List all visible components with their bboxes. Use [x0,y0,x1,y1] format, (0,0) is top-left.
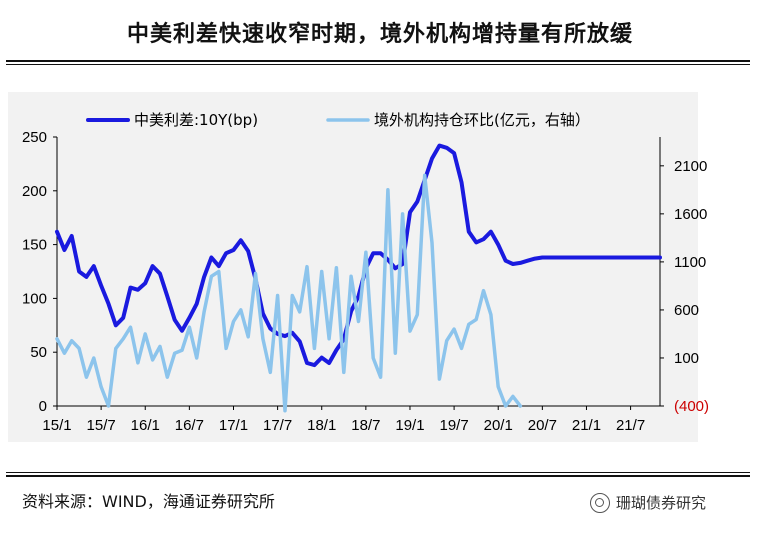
left-tick-label: 250 [22,129,47,146]
x-tick-label: 18/1 [307,417,336,434]
x-tick-label: 19/1 [395,417,424,434]
right-tick-label: 1600 [674,206,707,223]
right-tick-label: 2100 [674,158,707,175]
title-rule-thin [6,64,750,65]
footer-rule-thick [6,475,750,477]
x-tick-label: 20/7 [528,417,557,434]
legend: 中美利差:10Y(bp) 境外机构持仓环比(亿元，右轴） [86,111,590,129]
title-rule-thick [6,60,750,62]
chart-panel [8,92,698,442]
x-tick-label: 18/7 [351,417,380,434]
footer-rule-thin [6,472,750,473]
left-tick-label: 200 [22,183,47,200]
axes: 0 50 100 150 200 250 (400) 100 600 1100 1600 2100 15… [22,129,709,434]
x-tick-label: 15/7 [87,417,116,434]
left-tick-label: 50 [30,344,47,361]
right-tick-label: 100 [674,350,699,367]
x-tick-label: 15/1 [42,417,71,434]
series-line-holdings [55,173,523,413]
watermark-text: 珊瑚债券研究 [616,494,707,512]
left-tick-label: 150 [22,237,47,254]
left-tick-label: 100 [22,290,47,307]
watermark: 珊瑚债券研究 [590,492,706,513]
x-tick-label: 16/1 [131,417,160,434]
legend-label-spread: 中美利差:10Y(bp) [134,111,258,129]
x-tick-label: 21/7 [616,417,645,434]
x-tick-label: 16/7 [175,417,204,434]
source-note: 资料来源：WIND，海通证券研究所 [22,492,275,511]
right-tick-label: 1100 [674,254,706,271]
x-tick-label: 19/7 [439,417,468,434]
right-tick-label: (400) [674,398,709,415]
x-tick-label: 21/1 [572,417,601,434]
left-tick-label: 0 [39,398,47,415]
right-tick-label: 600 [674,302,699,319]
x-tick-label: 17/7 [263,417,292,434]
page-title: 中美利差快速收窄时期，境外机构增持量有所放缓 [126,22,633,47]
legend-label-holdings: 境外机构持仓环比(亿元，右轴） [374,111,590,129]
series-layer [55,143,662,413]
x-tick-label: 20/1 [484,417,513,434]
series-line-spread [55,143,662,368]
x-tick-label: 17/1 [219,417,248,434]
wechat-icon [590,492,610,513]
